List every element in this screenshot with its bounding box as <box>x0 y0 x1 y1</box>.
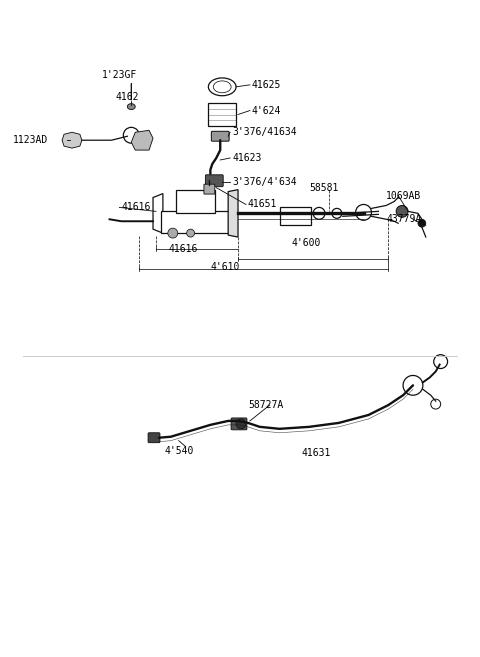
Text: 58581: 58581 <box>309 183 338 193</box>
Text: 1123AD: 1123AD <box>12 135 48 145</box>
Circle shape <box>434 355 447 369</box>
Circle shape <box>418 219 426 227</box>
Circle shape <box>403 375 423 396</box>
FancyBboxPatch shape <box>176 190 216 214</box>
Ellipse shape <box>208 78 236 96</box>
Text: 1'23GF: 1'23GF <box>102 70 137 80</box>
Text: 41631: 41631 <box>301 447 331 457</box>
Text: 4'610: 4'610 <box>210 261 240 272</box>
Polygon shape <box>153 194 163 233</box>
Circle shape <box>187 229 194 237</box>
Polygon shape <box>62 132 82 148</box>
Text: 41616: 41616 <box>169 244 198 254</box>
FancyBboxPatch shape <box>205 175 223 187</box>
Text: 43779A: 43779A <box>386 214 421 224</box>
Circle shape <box>332 208 342 218</box>
Text: 1069AB: 1069AB <box>386 191 421 200</box>
FancyBboxPatch shape <box>204 184 215 194</box>
Text: 3'376/41634: 3'376/41634 <box>232 127 297 137</box>
Text: 4'540: 4'540 <box>165 445 194 455</box>
Circle shape <box>431 399 441 409</box>
Polygon shape <box>228 190 238 237</box>
Circle shape <box>168 228 178 238</box>
Circle shape <box>236 419 246 429</box>
Circle shape <box>396 206 408 217</box>
Text: 4162: 4162 <box>116 92 139 102</box>
FancyBboxPatch shape <box>161 212 230 233</box>
FancyBboxPatch shape <box>208 102 236 126</box>
Text: 41651: 41651 <box>248 200 277 210</box>
Text: 4'624: 4'624 <box>252 106 281 116</box>
FancyBboxPatch shape <box>231 418 247 430</box>
Text: 41623: 41623 <box>232 153 262 163</box>
Polygon shape <box>131 130 153 150</box>
Text: 41616: 41616 <box>121 202 151 212</box>
Text: 41625: 41625 <box>252 80 281 90</box>
FancyBboxPatch shape <box>279 208 311 225</box>
FancyBboxPatch shape <box>211 131 229 141</box>
Text: 4'600: 4'600 <box>291 238 321 248</box>
Text: 58727A: 58727A <box>248 400 283 410</box>
Text: 3'376/4'634: 3'376/4'634 <box>232 177 297 187</box>
Ellipse shape <box>127 104 135 110</box>
FancyBboxPatch shape <box>148 433 160 443</box>
